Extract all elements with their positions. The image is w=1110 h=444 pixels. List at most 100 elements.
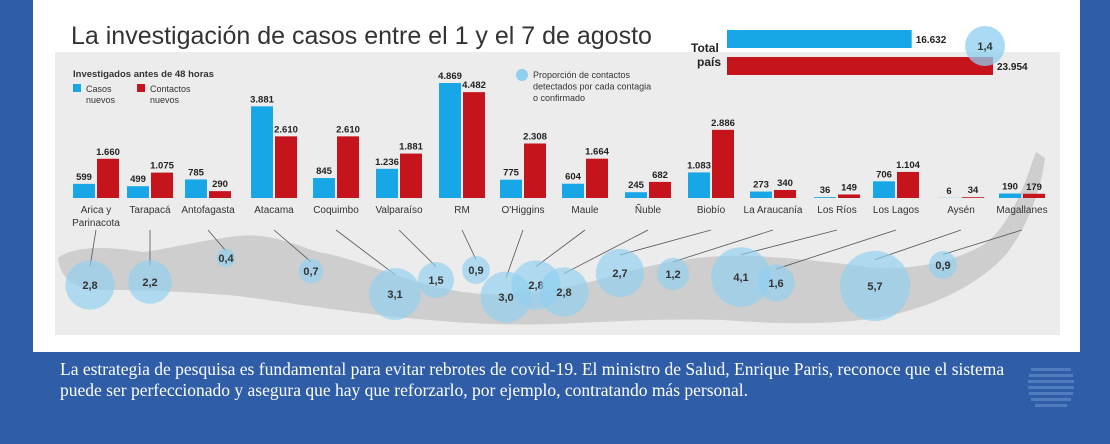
ratio-bubble [839, 250, 911, 322]
bar-cases-value-label: 1.083 [687, 160, 711, 171]
regional-investigation-chart: La investigación de casos entre el 1 y e… [55, 22, 1060, 335]
region-label: Valparaíso [375, 205, 423, 216]
bar-cases [439, 83, 461, 198]
ratio-bubble-label: 2,8 [556, 287, 571, 299]
ratio-bubble [656, 257, 690, 291]
bar-contacts-value-label: 149 [841, 182, 857, 193]
region-label: Atacama [254, 205, 294, 216]
region-label: RM [454, 205, 470, 216]
bar-contacts-value-label: 1.075 [150, 161, 174, 172]
region-label: Parinacota [72, 218, 120, 229]
bar-cases-value-label: 3.881 [250, 94, 274, 105]
bar-contacts [962, 197, 984, 198]
bar-cases [500, 179, 522, 198]
ratio-leader-line [942, 229, 1023, 255]
bar-cases [814, 197, 836, 198]
ratio-bubble-label: 2,8 [82, 280, 97, 292]
bar-contacts-value-label: 1.660 [96, 147, 120, 158]
bar-cases-value-label: 273 [753, 180, 769, 191]
legend-ratio-label: detectados por cada contagia [533, 82, 651, 92]
ratio-bubble [595, 248, 645, 298]
bar-cases-value-label: 36 [820, 185, 831, 196]
bar-cases [625, 192, 647, 198]
legend-ratio-swatch [516, 69, 528, 81]
ratio-leader-line [563, 229, 649, 274]
bar-contacts-value-label: 340 [777, 178, 793, 189]
bar-contacts-value-label: 2.308 [523, 131, 547, 142]
bar-cases-value-label: 6 [946, 186, 951, 197]
bar-cases [313, 178, 335, 198]
legend-cases-label: nuevos [86, 95, 116, 105]
legend-cases-label: Casos [86, 84, 112, 94]
bar-cases [750, 191, 772, 198]
ratio-leader-line [672, 229, 774, 263]
region-label: Arica y [81, 205, 112, 216]
legend-cases-swatch [73, 84, 81, 92]
total-contacts-label: 23.954 [997, 62, 1028, 73]
bar-contacts [1023, 193, 1045, 198]
bar-cases-value-label: 599 [76, 172, 92, 183]
bar-contacts-value-label: 4.482 [462, 80, 486, 91]
bar-contacts-value-label: 179 [1026, 182, 1042, 193]
photo-caption: La estrategia de pesquisa es fundamental… [60, 359, 1005, 400]
bar-contacts [774, 189, 796, 198]
ratio-bubble-label: 3,0 [498, 292, 513, 304]
ratio-leader-line [461, 229, 477, 260]
bar-contacts [209, 191, 231, 198]
legend-subtitle: Investigados antes de 48 horas [73, 69, 214, 80]
bar-contacts [151, 172, 173, 198]
bar-cases [999, 193, 1021, 198]
ratio-bubble [369, 268, 421, 320]
ratio-bubble [711, 247, 771, 307]
bar-cases-value-label: 604 [565, 172, 582, 183]
total-contacts-bar [727, 57, 993, 75]
newspaper-logo-icon [1028, 368, 1074, 407]
bar-cases [873, 181, 895, 198]
ratio-bubble [128, 260, 172, 304]
ratio-bubble-label: 5,7 [867, 281, 882, 293]
bar-cases [376, 168, 398, 198]
ratio-leader-line [335, 229, 396, 275]
ratio-bubble [757, 264, 795, 302]
bar-contacts-value-label: 1.664 [585, 147, 609, 158]
ratio-bubble-label: 0,7 [303, 266, 318, 278]
region-label: Coquimbo [313, 205, 359, 216]
ratio-bubble [298, 258, 324, 284]
total-ratio-bubble [965, 26, 1005, 66]
ratio-bubble [216, 248, 236, 268]
ratio-bubble-label: 1,5 [428, 275, 443, 287]
region-label: Maule [571, 205, 599, 216]
bar-cases [251, 106, 273, 198]
region-label: La Araucanía [744, 205, 803, 216]
bar-cases [688, 172, 710, 198]
bar-contacts-value-label: 2.610 [274, 124, 298, 135]
bar-cases [562, 183, 584, 198]
ratio-bubble-label: 0,9 [468, 265, 483, 277]
ratio-leader-line [398, 229, 437, 267]
region-label: Ñuble [635, 203, 662, 216]
ratio-bubble [539, 267, 589, 317]
legend-contacts-label: nuevos [150, 95, 180, 105]
ratio-bubble-label: 1,2 [665, 269, 680, 281]
legend-ratio-label: o confirmado [533, 93, 585, 103]
chart-title: La investigación de casos entre el 1 y e… [71, 22, 652, 50]
bar-contacts [463, 92, 485, 198]
bar-cases [185, 179, 207, 198]
bar-cases-value-label: 845 [316, 166, 333, 177]
bar-cases-value-label: 499 [130, 174, 146, 185]
legend-contacts-label: Contactos [150, 84, 191, 94]
region-label: O'Higgins [501, 205, 544, 216]
total-cases-bar [727, 30, 912, 48]
ratio-bubble [65, 260, 115, 310]
ratio-bubble-label: 0,4 [218, 253, 234, 265]
bar-contacts-value-label: 290 [212, 179, 228, 190]
bar-contacts [712, 129, 734, 198]
bar-contacts-value-label: 2.610 [336, 124, 360, 135]
ratio-bubble-label: 2,2 [142, 277, 157, 289]
ratio-bubble-label: 2,7 [612, 268, 627, 280]
bar-cases-value-label: 245 [628, 180, 645, 191]
bar-contacts [649, 181, 671, 198]
ratio-bubble-label: 0,9 [935, 260, 950, 272]
bar-contacts-value-label: 1.881 [399, 142, 423, 153]
bar-contacts-value-label: 682 [652, 170, 668, 181]
